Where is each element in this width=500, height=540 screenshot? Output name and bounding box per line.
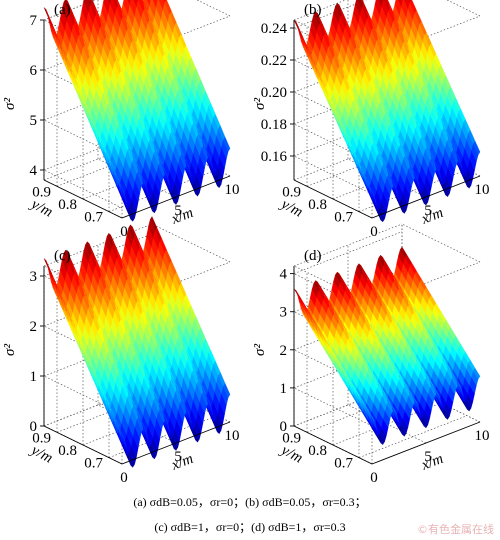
z-tick-label: 2 [280, 343, 288, 359]
z-tick-label: 0.24 [261, 21, 288, 37]
x-axis-label: x/m [169, 451, 196, 474]
z-tick-label: 2 [30, 319, 38, 335]
surface [43, 0, 231, 222]
z-tick-label: 4 [30, 163, 38, 179]
z-tick-label: 1 [280, 381, 288, 397]
y-tick-label: 0.7 [334, 210, 353, 226]
chart-panel-b: 0.16 0.18 0.20 0.22 0.24 0 5 10 0.7 0.8 0.9 x/m y/m σ… [252, 0, 490, 240]
z-tick-label: 0.22 [261, 53, 287, 69]
y-axis-label: y/m [27, 441, 56, 466]
axes [290, 20, 481, 219]
axes [290, 266, 481, 465]
x-tick-label: 10 [475, 428, 490, 444]
y-tick-label: 0.9 [282, 430, 301, 446]
y-tick-label: 0.8 [308, 197, 327, 213]
figure: 456705100.70.80.9x/my/mσ²(a)0.160.180.20… [2, 0, 490, 486]
y-tick-label: 0.9 [32, 184, 51, 200]
y-tick-label: 0.9 [282, 184, 301, 200]
x-tick-label: 10 [225, 428, 240, 444]
x-tick-label: 0 [120, 470, 128, 486]
watermark: ©有色金属在线 [417, 523, 494, 536]
z-axis-label: σ² [2, 344, 18, 356]
x-axis-label: x/m [419, 451, 446, 474]
z-tick-label: 3 [30, 269, 38, 285]
z-tick-label: 6 [30, 63, 38, 79]
z-tick-label: 0.16 [261, 149, 288, 165]
panel-label: (a) [54, 2, 71, 18]
y-tick-label: 0.8 [308, 443, 327, 459]
surface [43, 216, 231, 468]
chart-panel-c: 0 1 2 3 0 5 10 0.7 0.8 0.9 x/m y/m σ² (c) [2, 216, 240, 486]
z-tick-label: 3 [280, 305, 288, 321]
x-tick-label: 0 [120, 224, 128, 240]
caption-line-1: (a) σdB=0.05，σr=0；(b) σdB=0.05，σr=0.3； [133, 495, 367, 509]
surface [293, 0, 481, 223]
z-tick-label: 0 [30, 419, 38, 435]
y-tick-label: 0.7 [84, 456, 103, 472]
panel-label: (c) [54, 248, 71, 264]
z-axis-label: σ² [2, 98, 18, 110]
x-axis-label: x/m [419, 205, 446, 228]
chart-panel-a: 4 5 6 7 0 5 10 0.7 0.8 0.9 x/m y/m σ² (a) [2, 0, 240, 240]
y-tick-label: 0.9 [32, 430, 51, 446]
z-tick-label: 0 [280, 419, 288, 435]
z-axis-label: σ² [252, 344, 268, 356]
x-tick-label: 0 [370, 470, 378, 486]
surface [293, 246, 481, 445]
caption-line-2: (c) σdB=1，σr=0；(d) σdB=1，σr=0.3 [154, 520, 346, 534]
panel-label: (b) [304, 2, 322, 18]
z-tick-label: 7 [30, 13, 38, 29]
axes [40, 266, 231, 465]
axes [40, 19, 231, 219]
x-axis-label: x/m [169, 205, 196, 228]
z-tick-label: 0.20 [261, 85, 287, 101]
z-axis-label: σ² [252, 98, 268, 110]
y-tick-label: 0.7 [334, 456, 353, 472]
chart-panel-d: 0 1 2 3 4 0 5 10 0.7 0.8 0.9 x/m y/m σ² (d) [252, 223, 490, 486]
x-tick-label: 10 [225, 182, 240, 198]
y-axis-label: y/m [277, 441, 306, 466]
panel-label: (d) [304, 248, 322, 264]
x-tick-label: 5 [174, 449, 182, 465]
z-tick-label: 0.18 [261, 117, 287, 133]
x-tick-label: 10 [475, 182, 490, 198]
y-tick-label: 0.7 [84, 210, 103, 226]
x-tick-label: 5 [174, 203, 182, 219]
z-tick-label: 4 [280, 267, 288, 283]
x-tick-label: 0 [370, 224, 378, 240]
x-tick-label: 5 [424, 203, 432, 219]
z-tick-label: 1 [30, 369, 38, 385]
y-tick-label: 0.8 [58, 197, 77, 213]
z-tick-label: 5 [30, 113, 38, 129]
x-tick-label: 5 [424, 449, 432, 465]
y-tick-label: 0.8 [58, 443, 77, 459]
y-axis-label: y/m [27, 195, 56, 220]
y-axis-label: y/m [277, 195, 306, 220]
